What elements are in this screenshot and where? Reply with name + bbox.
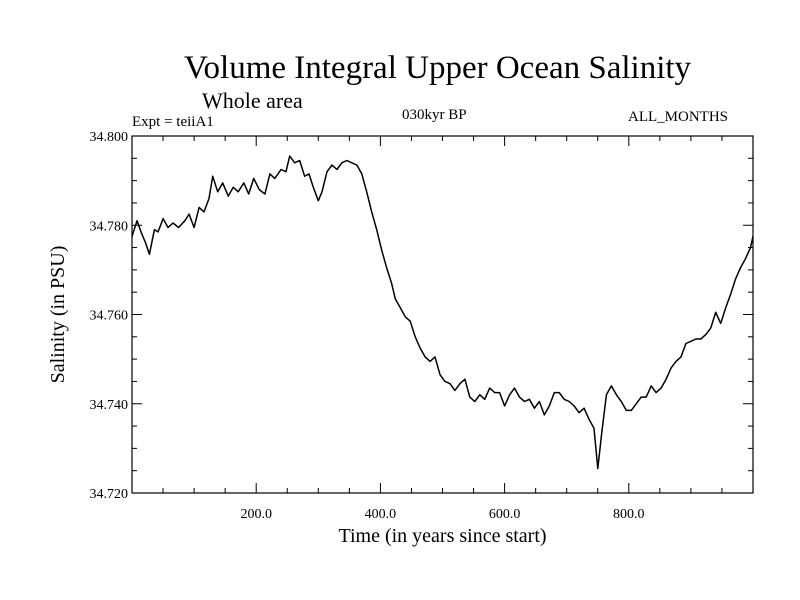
x-tick-label: 400.0 [365, 507, 397, 522]
y-tick-label: 34.760 [90, 309, 129, 324]
y-tick-label: 34.720 [90, 487, 129, 502]
months-label: ALL_MONTHS [628, 109, 728, 125]
chart-subtitle: Whole area [202, 88, 303, 113]
x-tick-label: 800.0 [613, 507, 645, 522]
y-axis-label: Salinity (in PSU) [47, 246, 69, 384]
experiment-label: Expt = teiiA1 [132, 114, 214, 130]
y-tick-label: 34.740 [90, 398, 129, 413]
x-tick-label: 200.0 [240, 507, 272, 522]
plot-frame [131, 135, 754, 494]
tick-labels: 200.0 400.0 600.0 800.0 34.720 34.740 34.760 34… [90, 130, 645, 522]
chart-title: Volume Integral Upper Ocean Salinity [183, 50, 692, 86]
y-tick-label: 34.780 [90, 219, 129, 234]
salinity-series-line [131, 155, 754, 470]
y-tick-label: 34.800 [90, 130, 129, 145]
x-tick-label: 600.0 [489, 507, 521, 522]
period-label: 030kyr BP [402, 107, 467, 123]
x-axis-label: Time (in years since start) [338, 525, 546, 547]
